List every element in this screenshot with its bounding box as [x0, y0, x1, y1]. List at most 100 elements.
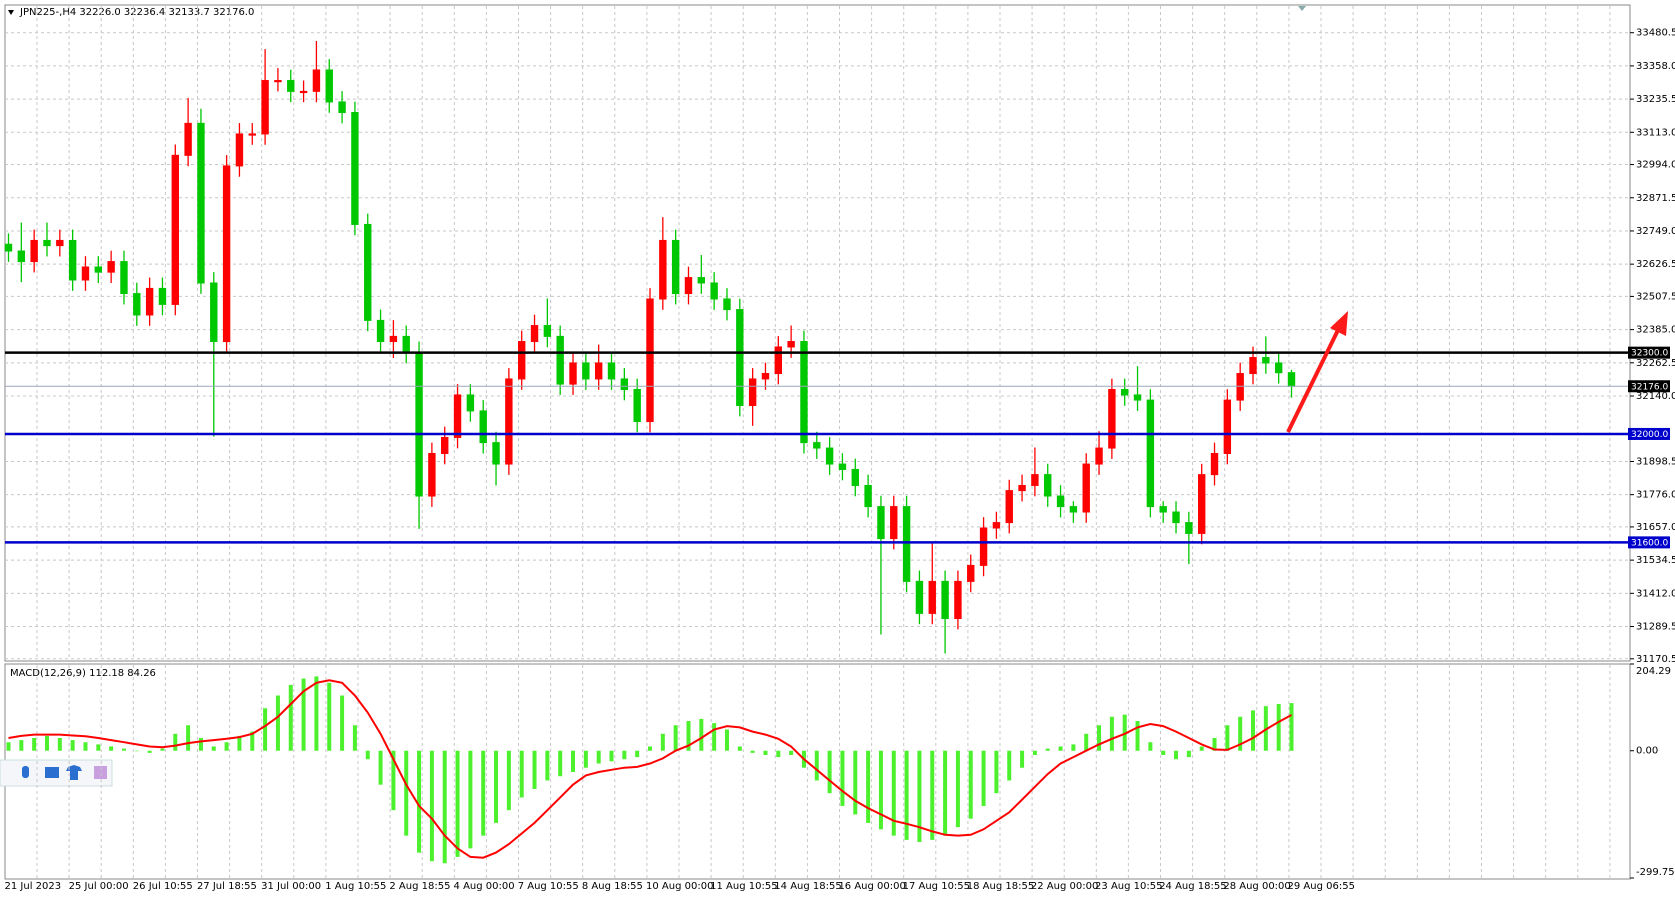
candle-body	[120, 261, 128, 295]
macd-bar	[352, 725, 357, 751]
candle-body	[184, 122, 192, 156]
level-label: 32176.0	[1631, 382, 1668, 392]
candle-body	[145, 287, 154, 316]
candle-body	[890, 506, 898, 540]
y-tick-label: 31657.0	[1636, 522, 1675, 533]
candle-body	[30, 239, 38, 263]
y-tick-label: 32871.5	[1636, 193, 1675, 204]
macd-bar	[519, 750, 524, 798]
candle-body	[1031, 474, 1039, 486]
candle-body	[877, 506, 885, 540]
macd-bar	[1289, 703, 1294, 751]
x-tick-label: 16 Aug 00:00	[838, 881, 905, 892]
candle-body	[1236, 373, 1244, 401]
candle-body	[17, 250, 26, 263]
macd-bar	[288, 684, 293, 751]
macd-bar	[724, 729, 729, 751]
candle-body	[68, 239, 77, 281]
candle-body	[736, 309, 744, 407]
y-tick-label: 32507.5	[1636, 291, 1675, 302]
candle-body	[1082, 463, 1090, 513]
candle-body	[1108, 389, 1116, 449]
macd-bar	[571, 750, 576, 772]
macd-bar	[327, 682, 332, 751]
candle-body	[1005, 490, 1013, 524]
candle-body	[607, 362, 616, 380]
level-label: 32300.0	[1631, 349, 1668, 359]
macd-bar	[378, 750, 383, 785]
candle-body	[441, 436, 449, 454]
candle-body	[43, 239, 51, 247]
candle-body	[338, 101, 346, 114]
candle-body	[56, 239, 64, 247]
macd-bar	[789, 750, 794, 755]
macd-bar	[1109, 716, 1114, 751]
candle-body	[1069, 506, 1078, 513]
x-tick-label: 25 Jul 00:00	[69, 881, 129, 892]
macd-bar	[968, 750, 973, 819]
candle-body	[415, 351, 423, 497]
candle-body	[979, 527, 988, 566]
candle-body	[312, 69, 321, 92]
x-tick-label: 29 Aug 06:55	[1288, 881, 1355, 892]
macd-bar	[494, 750, 499, 823]
macd-bar	[699, 718, 704, 751]
signal-line	[8, 679, 1292, 859]
candle-body	[274, 80, 282, 83]
quick-toolbar	[0, 759, 113, 787]
macd-bar	[673, 725, 678, 751]
macd-bar	[1225, 725, 1230, 751]
macd-bar	[365, 750, 370, 760]
collapse-arrow[interactable]	[8, 10, 14, 15]
macd-bar	[481, 750, 486, 836]
y-tick-label: 31289.5	[1636, 622, 1675, 633]
macd-bar	[635, 750, 640, 758]
candle-body	[158, 287, 167, 305]
macd-bar	[44, 735, 49, 751]
macd-bar	[827, 750, 832, 794]
x-tick-label: 11 Aug 10:55	[710, 881, 777, 892]
keyboard-icon[interactable]	[45, 767, 59, 778]
candle-body	[697, 277, 706, 284]
candle-body	[941, 580, 949, 620]
macd-bar	[609, 750, 614, 762]
macd-bar	[1186, 750, 1191, 758]
level-label: 31600.0	[1631, 538, 1668, 548]
mic-icon[interactable]	[22, 766, 29, 778]
candle-body	[813, 442, 821, 449]
candle-body	[569, 362, 577, 385]
apps-icon[interactable]	[94, 766, 107, 779]
candle-body	[364, 223, 372, 321]
macd-bar	[19, 740, 24, 751]
macd-bar	[32, 737, 37, 751]
macd-bar	[429, 750, 434, 862]
candle-body	[1159, 506, 1167, 513]
macd-bar	[648, 746, 652, 751]
candle-body	[4, 243, 13, 252]
macd-bar	[6, 742, 11, 751]
macd-bar	[314, 676, 319, 751]
candle-body	[1197, 474, 1206, 534]
candle-body	[133, 293, 141, 316]
candle-body	[620, 378, 629, 391]
macd-bar	[121, 748, 126, 751]
macd-bar	[737, 746, 742, 751]
candle-body	[1095, 447, 1103, 465]
macd-bar	[173, 733, 178, 751]
level-label-box	[1628, 346, 1670, 359]
level-label-box	[1628, 536, 1670, 549]
candle-body	[543, 325, 552, 337]
macd-bar	[224, 742, 229, 751]
y-tick-label: 33235.5	[1636, 94, 1675, 105]
candle-body	[864, 484, 872, 508]
candle-body	[1262, 357, 1270, 364]
macd-bar	[1071, 744, 1076, 751]
y-tick-label: 31412.0	[1636, 588, 1675, 599]
macd-bar	[70, 740, 75, 751]
macd-title: MACD(12,26,9) 112.18 84.26	[10, 668, 156, 679]
y-tick-label: -299.75	[1636, 867, 1675, 878]
macd-bar	[147, 750, 152, 753]
y-tick-label: 31534.5	[1636, 555, 1675, 566]
shirt-icon[interactable]	[66, 765, 82, 780]
